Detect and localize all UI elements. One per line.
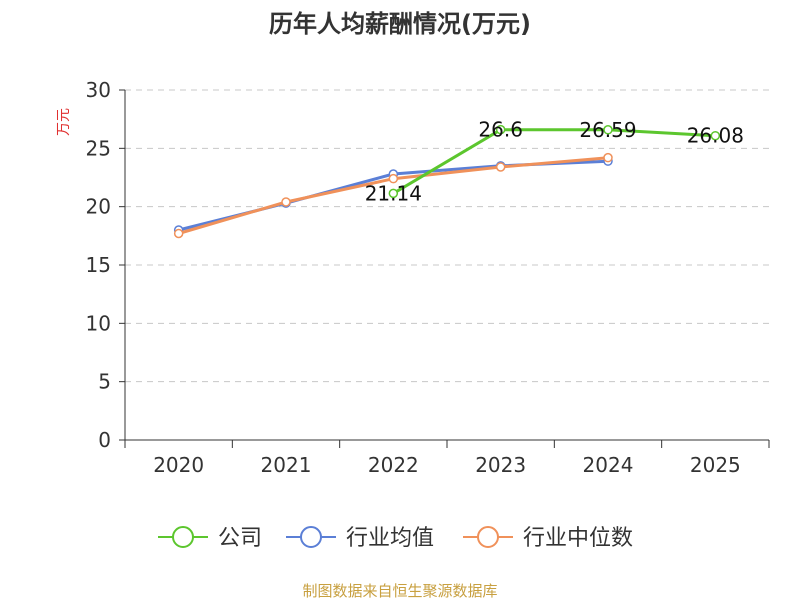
- y-tick-label: 20: [86, 195, 111, 219]
- x-tick-label: 2021: [261, 453, 312, 477]
- data-point: [603, 125, 613, 135]
- x-tick-labels: 2020 2021 2022 2023 2024 2025: [153, 453, 741, 477]
- y-tick-label: 0: [98, 428, 111, 452]
- data-point: [388, 173, 399, 184]
- x-tick-label: 2020: [153, 453, 204, 477]
- y-tick-label: 30: [86, 78, 111, 102]
- y-axis-label: 万元: [56, 108, 72, 136]
- data-point: [603, 152, 613, 163]
- data-label: 26.08: [687, 124, 744, 148]
- x-tick-label: 2024: [583, 453, 634, 477]
- chart-title: 历年人均薪酬情况(万元): [269, 10, 531, 38]
- legend: 公司 行业均值 行业中位数: [158, 526, 633, 551]
- series-lines: [173, 124, 721, 239]
- x-tick-label: 2023: [475, 453, 526, 477]
- x-tick-label: 2022: [368, 453, 419, 477]
- source-note: 制图数据来自恒生聚源数据库: [302, 582, 497, 600]
- legend-item-label: 公司: [218, 526, 262, 551]
- data-label: 21.14: [365, 181, 422, 205]
- data-point: [173, 228, 184, 239]
- y-tick-label: 25: [86, 136, 111, 160]
- data-point: [281, 197, 291, 207]
- data-point: [710, 130, 721, 141]
- data-label: 26.6: [478, 118, 523, 142]
- data-point: [388, 188, 399, 199]
- y-tick-label: 10: [86, 311, 111, 335]
- legend-item-label: 行业均值: [346, 526, 434, 551]
- legend-swatch-marker: [300, 526, 322, 548]
- legend-swatch-marker: [477, 526, 499, 548]
- axes: [119, 89, 770, 448]
- legend-swatch-marker: [172, 526, 194, 548]
- y-tick-label: 5: [98, 370, 111, 394]
- data-label: 26.59: [579, 118, 636, 142]
- grid-lines: [125, 89, 769, 383]
- legend-item-label: 行业中位数: [523, 526, 633, 551]
- data-labels: 21.14 26.6 26.59 26.08: [365, 118, 744, 206]
- y-tick-label: 15: [86, 253, 111, 277]
- series-line: [392, 128, 716, 195]
- data-point: [495, 162, 506, 172]
- x-tick-label: 2025: [690, 453, 741, 477]
- y-tick-labels: 0 5 10 15 20 25 30: [86, 78, 111, 452]
- data-point: [495, 124, 506, 135]
